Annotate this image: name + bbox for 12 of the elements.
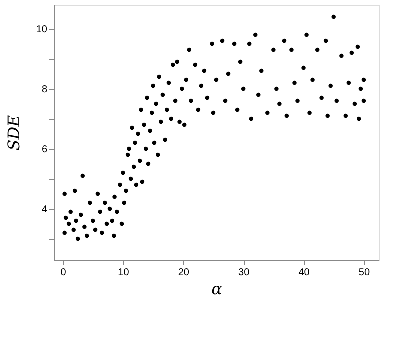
x-tick-label: 0 (60, 268, 67, 278)
y-tick-label: 10 (36, 24, 48, 36)
y-tick-label: 8 (42, 84, 48, 96)
x-tick-label: 20 (178, 268, 190, 278)
x-axis-title: α (212, 280, 223, 298)
y-axis-title: SDE (4, 114, 24, 151)
x-tick-label: 40 (298, 268, 310, 278)
y-tick-label: 4 (42, 204, 48, 216)
x-tick-label: 30 (238, 268, 250, 278)
y-tick-label: 6 (42, 144, 48, 156)
x-tick-label: 50 (358, 268, 370, 278)
x-tick-label: 10 (118, 268, 130, 278)
